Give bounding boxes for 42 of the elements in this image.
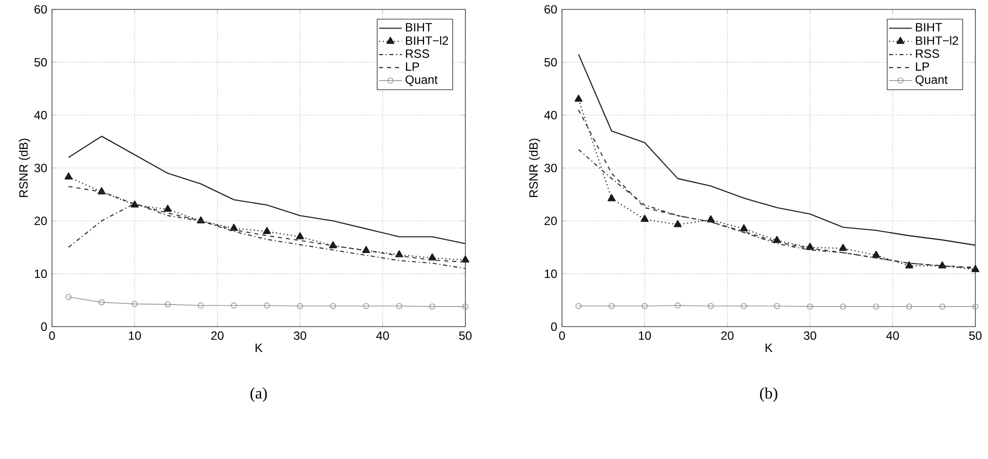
- y-tick-label: 60: [544, 5, 557, 14]
- y-tick-label: 10: [34, 270, 47, 278]
- y-tick-label: 50: [34, 58, 47, 67]
- x-tick-label: 50: [969, 332, 982, 340]
- x-tick-label: 40: [376, 332, 389, 340]
- x-tick-label: 20: [211, 332, 224, 340]
- x-axis-title: K: [256, 344, 263, 352]
- y-tick-label: 50: [544, 58, 557, 67]
- y-tick-label: 0: [41, 322, 47, 332]
- x-tick-label: 40: [886, 332, 899, 340]
- x-tick-label: 50: [459, 332, 472, 340]
- x-axis-title: K: [766, 344, 773, 352]
- y-tick-label: 20: [544, 216, 557, 226]
- y-tick-label: 20: [34, 216, 47, 226]
- y-axis-title: RSNR (dB): [18, 138, 30, 198]
- legend-label: Quant: [916, 76, 948, 86]
- y-axis-title: RSNR (dB): [528, 138, 540, 198]
- x-tick-label: 0: [559, 332, 565, 340]
- legend-label: BIHT: [406, 23, 432, 32]
- x-tick-label: 10: [128, 332, 141, 340]
- text: (b): [760, 388, 778, 402]
- x-tick-label: 20: [721, 332, 734, 340]
- y-tick-label: 30: [544, 164, 557, 172]
- y-tick-label: 0: [551, 322, 557, 332]
- legend-label: BIHT: [916, 23, 942, 32]
- legend-label: BIHT−l2: [916, 36, 958, 45]
- legend-label: RSS: [406, 50, 430, 58]
- legend-label: BIHT−l2: [406, 36, 448, 45]
- y-tick-label: 40: [544, 111, 557, 120]
- y-tick-label: 40: [34, 111, 47, 120]
- legend-label: LP: [406, 62, 420, 71]
- x-tick-label: 30: [804, 332, 816, 340]
- x-tick-label: 30: [294, 332, 306, 340]
- y-tick-label: 30: [34, 164, 47, 172]
- x-tick-label: 10: [638, 332, 651, 340]
- x-tick-label: 0: [49, 332, 55, 340]
- y-tick-label: 10: [544, 270, 557, 278]
- text: (a): [250, 388, 267, 402]
- legend-label: LP: [916, 62, 930, 71]
- legend-label: RSS: [916, 50, 940, 58]
- y-tick-label: 60: [34, 5, 47, 14]
- legend-label: Quant: [406, 76, 438, 86]
